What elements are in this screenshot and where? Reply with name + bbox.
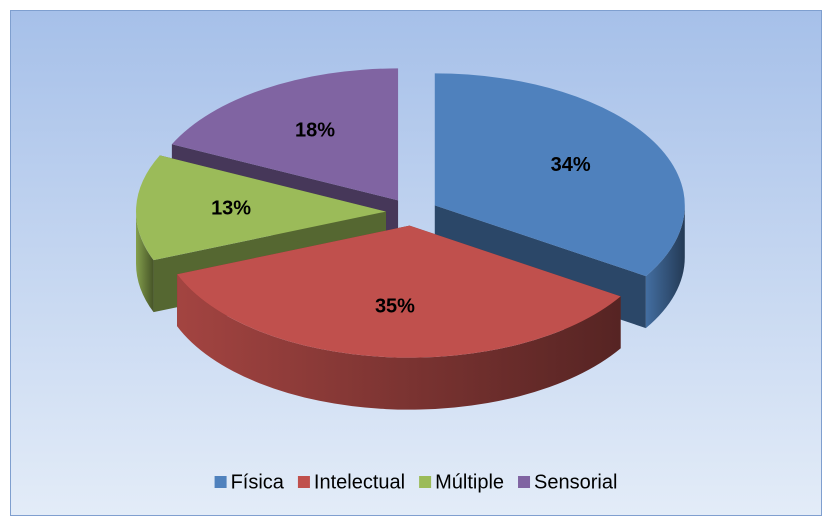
- slice-wall: [136, 211, 154, 313]
- data-label: 34%: [551, 154, 591, 176]
- legend-label: Sensorial: [534, 471, 617, 493]
- slice: [434, 73, 685, 277]
- data-label: 18%: [295, 120, 335, 142]
- legend-swatch: [214, 476, 227, 488]
- slice-wall: [645, 205, 685, 329]
- slice-wall: [177, 274, 621, 410]
- legend-swatch: [297, 476, 310, 488]
- legend-swatch: [419, 476, 432, 488]
- slice: [177, 225, 621, 358]
- slice: [136, 155, 387, 261]
- legend-label: Física: [231, 471, 285, 493]
- data-label: 13%: [211, 197, 251, 219]
- data-label: 35%: [375, 295, 415, 317]
- legend-label: Múltiple: [435, 471, 504, 493]
- slice: [171, 68, 399, 201]
- legend-swatch: [518, 476, 531, 488]
- legend-label: Intelectual: [314, 471, 405, 493]
